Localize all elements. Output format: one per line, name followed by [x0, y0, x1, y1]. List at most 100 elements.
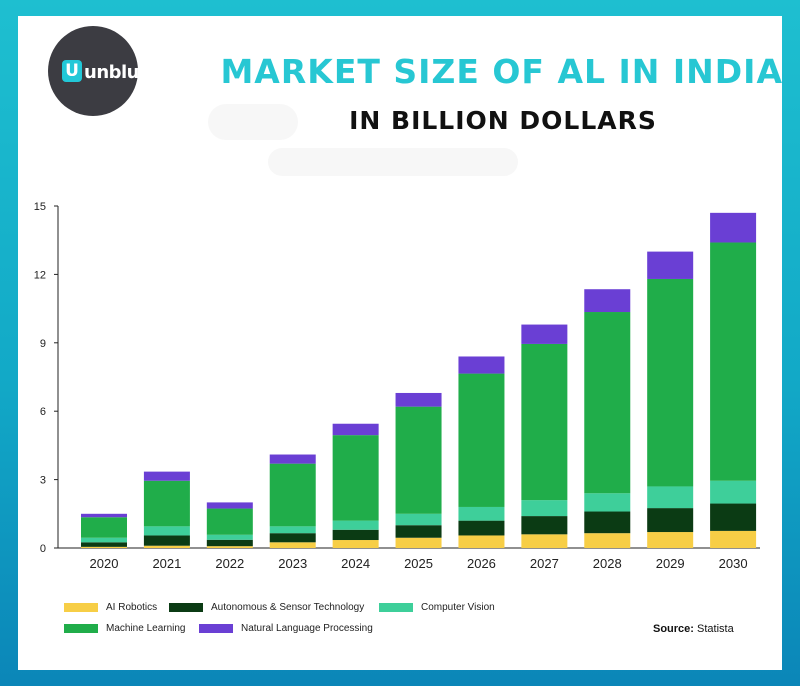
bar-segment	[710, 242, 757, 481]
legend-label: AI Robotics	[106, 602, 158, 613]
bar-segment	[143, 471, 190, 481]
source-label: Source:	[653, 623, 694, 635]
bar-segment	[332, 540, 379, 548]
y-tick-label: 0	[40, 543, 46, 555]
stacked-bar-chart: 0 3 6 9 12 15 2020 2021 2022 2023 2024 2025 2026 2027…	[34, 201, 760, 571]
bar-segment	[647, 278, 694, 487]
bar-segment	[395, 392, 442, 407]
bar-segment	[206, 534, 253, 540]
bar-segment	[584, 289, 631, 313]
chart-legend: AI Robotics Autonomous & Sensor Technolo…	[64, 602, 764, 652]
legend-label: Computer Vision	[421, 602, 495, 613]
bar-segment	[458, 520, 505, 536]
infographic-card: U unblue MARKET SIZE OF AL IN INDIA IN B…	[18, 16, 782, 670]
y-tick-label: 3	[40, 475, 46, 487]
bar-segment	[395, 525, 442, 538]
bar-segment	[269, 533, 316, 543]
bar-segment	[458, 535, 505, 548]
legend-swatch	[169, 602, 203, 612]
legend-swatch	[64, 602, 98, 612]
chart-title: MARKET SIZE OF AL IN INDIA	[220, 52, 783, 91]
bar-segment	[458, 356, 505, 374]
x-tick-label: 2028	[593, 556, 622, 571]
bar-segment	[332, 520, 379, 530]
bar-segment	[143, 480, 190, 527]
bar-segment	[710, 503, 757, 531]
legend-item-machine-learning: Machine Learning	[64, 623, 186, 634]
bar-segment	[395, 406, 442, 514]
x-tick-label: 2022	[215, 556, 244, 571]
bar-segment	[395, 537, 442, 548]
bar-segment	[521, 343, 568, 501]
bar-segment	[647, 251, 694, 279]
legend-item-computer-vision: Computer Vision	[379, 602, 495, 613]
bar-segment	[710, 212, 757, 243]
bar-segment	[332, 435, 379, 521]
x-tick-label: 2026	[467, 556, 496, 571]
x-tick-label: 2021	[152, 556, 181, 571]
x-tick-label: 2027	[530, 556, 559, 571]
bar-segment	[81, 517, 127, 538]
x-tick-label: 2024	[341, 556, 370, 571]
bar-segment	[206, 539, 253, 547]
bar-segment	[332, 529, 379, 541]
y-tick-label: 9	[40, 338, 46, 350]
x-tick-label: 2030	[719, 556, 748, 571]
bar-segment	[143, 526, 190, 536]
legend-swatch	[199, 623, 233, 633]
bar-segment	[647, 486, 694, 509]
legend-label: Natural Language Processing	[241, 623, 373, 634]
brand-logo: U unblue	[48, 26, 151, 116]
bar-segment	[710, 480, 757, 504]
x-tick-label: 2029	[656, 556, 685, 571]
bar-segment	[521, 534, 568, 548]
y-tick-label: 6	[40, 406, 46, 418]
logo-letter: U	[62, 60, 82, 82]
x-tick-label: 2020	[90, 556, 119, 571]
bar-segment	[206, 508, 253, 535]
bar-segment	[143, 545, 190, 548]
bar-segment	[521, 324, 568, 344]
bar-segment	[269, 463, 316, 527]
legend-label: Machine Learning	[106, 623, 186, 634]
bar-segment	[81, 513, 127, 518]
bar-segment	[710, 530, 757, 548]
bar-segment	[269, 526, 316, 534]
chart-subtitle: IN BILLION DOLLARS	[349, 106, 657, 135]
background-decoration	[268, 148, 518, 176]
bar-segment	[81, 542, 127, 547]
bar-segment	[584, 312, 631, 494]
bar-segment	[206, 546, 253, 548]
bar-segment	[143, 535, 190, 546]
bar-segment	[647, 532, 694, 548]
bar-segment	[81, 546, 127, 548]
bar-segment	[269, 542, 316, 548]
bar-segment	[647, 508, 694, 533]
bar-segment	[458, 506, 505, 521]
bar-segment	[458, 373, 505, 507]
legend-label: Autonomous & Sensor Technology	[211, 602, 365, 613]
bar-segment	[269, 454, 316, 464]
y-tick-label: 12	[34, 269, 46, 281]
background-decoration	[208, 104, 298, 140]
bar-segment	[81, 537, 127, 543]
legend-item-autonomous-sensor: Autonomous & Sensor Technology	[169, 602, 364, 613]
bar-segment	[206, 502, 253, 509]
bar-segment	[332, 423, 379, 436]
bar-segment	[584, 493, 631, 512]
bar-segment	[521, 516, 568, 535]
source-note: Source: Statista	[653, 623, 734, 635]
logo-text: unblue	[84, 62, 151, 83]
bar-segment	[584, 511, 631, 534]
legend-swatch	[64, 623, 98, 633]
bar-segment	[395, 513, 442, 526]
source-name: Statista	[697, 623, 734, 635]
x-tick-label: 2025	[404, 556, 433, 571]
bar-segment	[521, 500, 568, 517]
x-tick-label: 2023	[278, 556, 307, 571]
legend-item-ai-robotics: AI Robotics	[64, 602, 157, 613]
y-tick-label: 15	[34, 201, 46, 213]
legend-item-nlp: Natural Language Processing	[199, 623, 373, 634]
bar-segment	[584, 533, 631, 548]
legend-swatch	[379, 602, 413, 612]
